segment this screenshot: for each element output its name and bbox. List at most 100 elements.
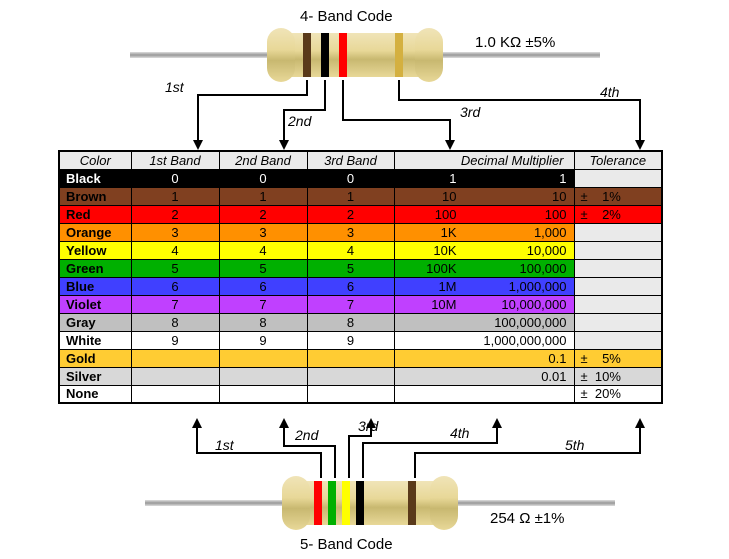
band-cell: 1 xyxy=(219,187,307,205)
top-label-2: 2nd xyxy=(288,113,311,129)
band-4 xyxy=(356,481,364,525)
band-cell: 1 xyxy=(307,187,394,205)
band-5 xyxy=(408,481,416,525)
tolerance-cell: ± 10% xyxy=(574,367,662,385)
color-name-cell: Green xyxy=(59,259,131,277)
band-cell xyxy=(131,367,219,385)
band-cell: 0 xyxy=(131,169,219,187)
table-row: Red222100100± 2% xyxy=(59,205,662,223)
bottom-label-2: 2nd xyxy=(295,427,318,443)
bulge-left xyxy=(267,28,295,82)
band-cell: 6 xyxy=(131,277,219,295)
band-cell: 9 xyxy=(307,331,394,349)
band-cell: 4 xyxy=(219,241,307,259)
tolerance-cell xyxy=(574,277,662,295)
resistor-color-table: Color1st Band2nd Band3rd BandDecimal Mul… xyxy=(58,150,663,404)
bulge-right xyxy=(415,28,443,82)
band-cell: 1 xyxy=(131,187,219,205)
band-cell xyxy=(219,385,307,403)
band-cell: 9 xyxy=(131,331,219,349)
tolerance-cell: ± 1% xyxy=(574,187,662,205)
table-header: Tolerance xyxy=(574,151,662,169)
table-row: Black00011 xyxy=(59,169,662,187)
multiplier-cell: 0.01 xyxy=(394,367,574,385)
band-1 xyxy=(303,33,311,77)
band-cell xyxy=(307,385,394,403)
band-cell: 0 xyxy=(219,169,307,187)
band-3 xyxy=(339,33,347,77)
band-cell xyxy=(131,349,219,367)
band-cell: 5 xyxy=(131,259,219,277)
wire-left xyxy=(145,500,290,506)
color-name-cell: Gold xyxy=(59,349,131,367)
table-header: Color xyxy=(59,151,131,169)
band-cell: 3 xyxy=(307,223,394,241)
table-header: 1st Band xyxy=(131,151,219,169)
band-cell: 0 xyxy=(307,169,394,187)
color-name-cell: Orange xyxy=(59,223,131,241)
five-band-value: 254 Ω ±1% xyxy=(490,510,565,527)
band-cell xyxy=(219,367,307,385)
multiplier-cell: 1M1,000,000 xyxy=(394,277,574,295)
tolerance-cell xyxy=(574,313,662,331)
wire-left xyxy=(130,52,275,58)
band-cell: 9 xyxy=(219,331,307,349)
color-name-cell: Blue xyxy=(59,277,131,295)
color-name-cell: Brown xyxy=(59,187,131,205)
tolerance-cell: ± 2% xyxy=(574,205,662,223)
multiplier-cell: 10M10,000,000 xyxy=(394,295,574,313)
band-cell xyxy=(307,349,394,367)
band-1 xyxy=(314,481,322,525)
multiplier-cell: 1,000,000,000 xyxy=(394,331,574,349)
band-3 xyxy=(342,481,350,525)
band-cell xyxy=(307,367,394,385)
table-row: Brown1111010± 1% xyxy=(59,187,662,205)
table-header: 2nd Band xyxy=(219,151,307,169)
color-name-cell: White xyxy=(59,331,131,349)
table-row: Violet77710M10,000,000 xyxy=(59,295,662,313)
table-header: 3rd Band xyxy=(307,151,394,169)
table-row: None ± 20% xyxy=(59,385,662,403)
bottom-label-5: 5th xyxy=(565,437,584,453)
table-row: Gray888100,000,000 xyxy=(59,313,662,331)
band-cell: 7 xyxy=(131,295,219,313)
table-row: Blue6661M1,000,000 xyxy=(59,277,662,295)
color-name-cell: Red xyxy=(59,205,131,223)
tolerance-cell: ± 20% xyxy=(574,385,662,403)
color-name-cell: None xyxy=(59,385,131,403)
bulge-right xyxy=(430,476,458,530)
band-cell: 4 xyxy=(131,241,219,259)
band-2 xyxy=(328,481,336,525)
table-row: White9991,000,000,000 xyxy=(59,331,662,349)
table-row: Green555100K100,000 xyxy=(59,259,662,277)
table-header: Decimal Multiplier xyxy=(394,151,574,169)
band-cell xyxy=(131,385,219,403)
band-4 xyxy=(395,33,403,77)
band-cell xyxy=(219,349,307,367)
table-row: Silver0.01± 10% xyxy=(59,367,662,385)
color-name-cell: Gray xyxy=(59,313,131,331)
multiplier-cell: 100,000,000 xyxy=(394,313,574,331)
top-label-1: 1st xyxy=(165,79,184,95)
table-row: Yellow44410K10,000 xyxy=(59,241,662,259)
multiplier-cell: 0.1 xyxy=(394,349,574,367)
tolerance-cell xyxy=(574,241,662,259)
multiplier-cell: 1K1,000 xyxy=(394,223,574,241)
band-cell: 5 xyxy=(219,259,307,277)
multiplier-cell: 11 xyxy=(394,169,574,187)
wire-right xyxy=(430,52,600,58)
four-band-title: 4- Band Code xyxy=(300,8,393,25)
bottom-label-4: 4th xyxy=(450,425,469,441)
multiplier-cell: 1010 xyxy=(394,187,574,205)
band-cell: 8 xyxy=(307,313,394,331)
tolerance-cell xyxy=(574,169,662,187)
band-cell: 2 xyxy=(307,205,394,223)
band-cell: 7 xyxy=(219,295,307,313)
bottom-label-3: 3rd xyxy=(358,418,378,434)
band-cell: 3 xyxy=(131,223,219,241)
five-band-title: 5- Band Code xyxy=(300,536,393,553)
tolerance-cell xyxy=(574,295,662,313)
table-row: Orange3331K1,000 xyxy=(59,223,662,241)
resistor-body xyxy=(275,33,435,77)
tolerance-cell xyxy=(574,223,662,241)
